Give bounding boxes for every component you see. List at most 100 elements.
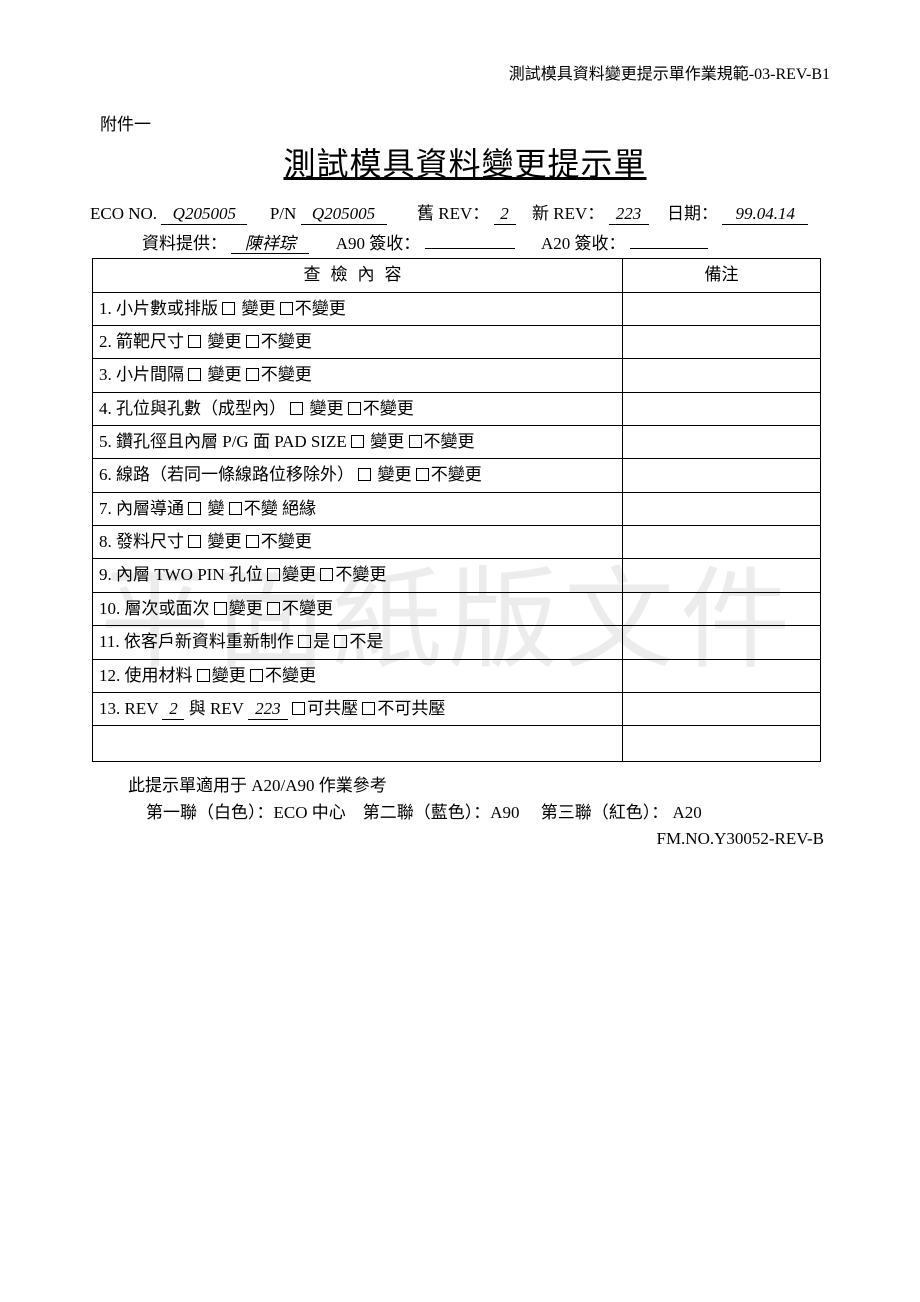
- table-row: 2. 箭靶尺寸 變更 不變更: [93, 326, 821, 359]
- info-line-1: ECO NO. Q205005 P/N Q205005 舊 REV： 2 新 R…: [90, 199, 840, 225]
- row10-text: 10. 層次或面次: [99, 599, 210, 618]
- attachment-label: 附件一: [100, 110, 840, 135]
- a20-sign-value: [630, 230, 708, 249]
- checkbox-icon[interactable]: [358, 468, 371, 481]
- date-value: 99.04.14: [722, 205, 808, 225]
- remark-cell: [623, 492, 821, 525]
- table-row-empty: [93, 726, 821, 762]
- provider-label: 資料提供：: [142, 234, 227, 253]
- table-row: 11. 依客戶新資料重新制作 是 不是: [93, 626, 821, 659]
- opt-nochange: 不變更: [261, 365, 312, 384]
- row4-text: 4. 孔位與孔數（成型內）: [99, 399, 286, 418]
- opt-nochange: 不變更: [363, 399, 414, 418]
- a20-sign-label: A20 簽收：: [541, 234, 626, 253]
- checkbox-icon[interactable]: [267, 568, 280, 581]
- opt-nochange: 不變更: [265, 666, 316, 685]
- row3-text: 3. 小片間隔: [99, 365, 184, 384]
- checkbox-icon[interactable]: [280, 302, 293, 315]
- form-number: FM.NO.Y30052-REV-B: [90, 829, 840, 849]
- checkbox-icon[interactable]: [246, 368, 259, 381]
- opt-change: 變更: [208, 365, 242, 384]
- footer-line-2: 第一聯（白色）：ECO 中心 第二聯（藍色）：A90 第三聯（紅色）： A20: [146, 799, 840, 826]
- col-header-remark: 備注: [623, 259, 821, 292]
- footer-line-1: 此提示單適用于 A20/A90 作業參考: [128, 772, 840, 799]
- checkbox-icon[interactable]: [416, 468, 429, 481]
- checkbox-icon[interactable]: [197, 669, 210, 682]
- table-row: 1. 小片數或排版 變更 不變更: [93, 292, 821, 325]
- remark-cell: [623, 526, 821, 559]
- checkbox-icon[interactable]: [298, 635, 311, 648]
- opt-nochange: 不變更: [424, 432, 475, 451]
- table-row: 6. 線路（若同一條線路位移除外） 變更 不變更: [93, 459, 821, 492]
- checkbox-icon[interactable]: [362, 702, 375, 715]
- row8-text: 8. 發料尺寸: [99, 532, 184, 551]
- row13-rev2: 223: [248, 700, 288, 720]
- checkbox-icon[interactable]: [320, 568, 333, 581]
- remark-cell: [623, 359, 821, 392]
- checkbox-icon[interactable]: [290, 402, 303, 415]
- checkbox-icon[interactable]: [351, 435, 364, 448]
- opt-change: 變更: [310, 399, 344, 418]
- footer-block: 此提示單適用于 A20/A90 作業參考 第一聯（白色）：ECO 中心 第二聯（…: [128, 772, 840, 826]
- new-rev-value: 223: [609, 205, 649, 225]
- old-rev-value: 2: [494, 205, 516, 225]
- checkbox-icon[interactable]: [188, 535, 201, 548]
- checkbox-icon[interactable]: [188, 368, 201, 381]
- checkbox-icon[interactable]: [292, 702, 305, 715]
- opt-nochange: 不變更: [261, 532, 312, 551]
- checkbox-icon[interactable]: [246, 535, 259, 548]
- remark-cell: [623, 726, 821, 762]
- checkbox-icon[interactable]: [250, 669, 263, 682]
- provider-value: 陳祥琮: [231, 235, 309, 255]
- row9-text: 9. 內層 TWO PIN 孔位: [99, 565, 263, 584]
- row13a-text: 13. REV: [99, 699, 158, 718]
- opt-change: 變更: [242, 299, 276, 318]
- info-line-2: 資料提供： 陳祥琮 A90 簽收： A20 簽收：: [142, 229, 840, 255]
- checkbox-icon[interactable]: [214, 602, 227, 615]
- remark-cell: [623, 626, 821, 659]
- new-rev-label: 新 REV：: [532, 204, 604, 223]
- old-rev-label: 舊 REV：: [417, 204, 489, 223]
- remark-cell: [623, 559, 821, 592]
- table-row: 8. 發料尺寸 變更 不變更: [93, 526, 821, 559]
- opt-nochange: 不變更: [261, 332, 312, 351]
- checkbox-icon[interactable]: [222, 302, 235, 315]
- checkbox-icon[interactable]: [188, 502, 201, 515]
- checkbox-icon[interactable]: [334, 635, 347, 648]
- row6-text: 6. 線路（若同一條線路位移除外）: [99, 465, 354, 484]
- inspection-table: 查檢內容 備注 1. 小片數或排版 變更 不變更 2. 箭靶尺寸 變更 不變更: [92, 258, 821, 762]
- table-row: 4. 孔位與孔數（成型內） 變更 不變更: [93, 392, 821, 425]
- col-header-inspect: 查檢內容: [93, 259, 623, 292]
- table-row: 13. REV 2 與 REV 223 可共壓 不可共壓: [93, 692, 821, 725]
- date-label: 日期：: [667, 204, 718, 223]
- opt-change: 變更: [378, 465, 412, 484]
- checkbox-icon[interactable]: [246, 335, 259, 348]
- row1-text: 1. 小片數或排版: [99, 299, 218, 318]
- checkbox-icon[interactable]: [267, 602, 280, 615]
- remark-cell: [623, 592, 821, 625]
- opt-nochange: 不變更: [282, 599, 333, 618]
- opt-change: 變更: [282, 565, 316, 584]
- table-row: 5. 鑽孔徑且內層 P/G 面 PAD SIZE 變更 不變更: [93, 426, 821, 459]
- checkbox-icon[interactable]: [348, 402, 361, 415]
- checkbox-icon[interactable]: [188, 335, 201, 348]
- opt-nochange: 不變更: [295, 299, 346, 318]
- doc-reference: 測試模具資料變更提示單作業規範-03-REV-B1: [90, 60, 840, 84]
- opt-nochange: 不變更: [335, 565, 386, 584]
- opt-nochange2: 不變: [244, 499, 278, 518]
- table-row: 12. 使用材料 變更 不變更: [93, 659, 821, 692]
- checkbox-icon[interactable]: [409, 435, 422, 448]
- opt-change: 變更: [370, 432, 404, 451]
- table-row: 9. 內層 TWO PIN 孔位 變更 不變更: [93, 559, 821, 592]
- checkbox-icon[interactable]: [229, 502, 242, 515]
- table-row: 3. 小片間隔 變更 不變更: [93, 359, 821, 392]
- opt-yes: 是: [313, 632, 330, 651]
- row2-text: 2. 箭靶尺寸: [99, 332, 184, 351]
- remark-cell: [623, 392, 821, 425]
- opt-change: 變更: [212, 666, 246, 685]
- remark-cell: [623, 326, 821, 359]
- row13-rev1: 2: [162, 700, 184, 720]
- insulate-text: 絕緣: [282, 499, 316, 518]
- empty-cell: [93, 726, 623, 762]
- row7-text: 7. 內層導通: [99, 499, 184, 518]
